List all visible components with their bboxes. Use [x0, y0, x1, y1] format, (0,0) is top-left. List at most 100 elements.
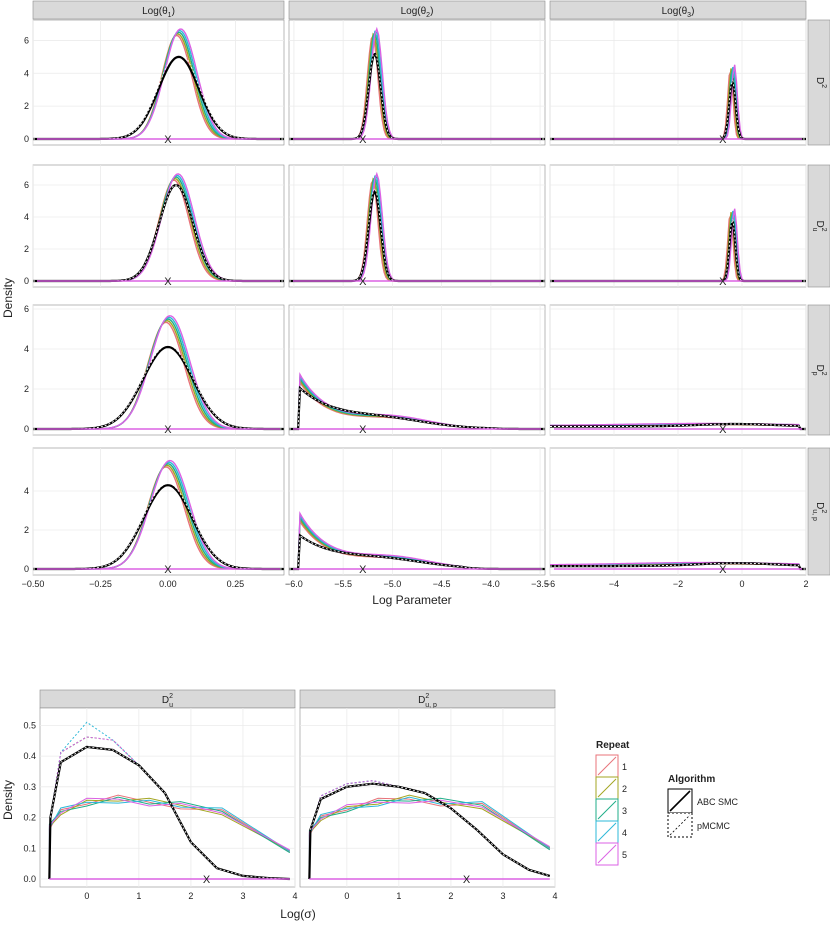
true-value-marker: X	[359, 134, 367, 146]
legend-algorithm-label: pMCMC	[697, 821, 730, 831]
true-value-marker: X	[203, 874, 211, 886]
panel-frame	[299, 707, 556, 888]
row-title-text: D2	[814, 77, 827, 88]
top-x-axis-label: Log Parameter	[372, 593, 451, 607]
row-title: D2p	[811, 364, 827, 375]
top-figure: Log(θ1) Log(θ2) Log(θ3) D2 D2u D2p D2u, p X 0 2 4 6…	[1, 0, 830, 607]
x-tick-label: −5.5	[334, 579, 352, 589]
y-tick-label: 0.1	[23, 843, 36, 853]
panel-frame	[288, 447, 546, 576]
repeat-line	[48, 797, 291, 864]
panel-frame	[288, 304, 546, 436]
true-value-marker: X	[719, 424, 727, 436]
bottom-x-axis-label: Log(σ)	[280, 907, 315, 921]
legend-repeat-swatch	[597, 778, 617, 798]
row-strip	[807, 304, 830, 436]
legend-repeat-swatch	[597, 822, 617, 842]
y-tick-label: 6	[24, 304, 29, 314]
panel: X	[549, 304, 807, 436]
panel: X	[299, 707, 556, 888]
column-strip	[549, 0, 807, 20]
y-tick-label: 4	[24, 344, 29, 354]
y-tick-label: 2	[24, 101, 29, 111]
true-value-marker: X	[719, 564, 727, 576]
column-title: Log(θ3)	[662, 6, 695, 19]
repeat-line	[48, 797, 291, 864]
row-strip	[807, 447, 830, 576]
panel: X	[39, 707, 296, 888]
y-tick-label: 4	[24, 486, 29, 496]
panel: X	[288, 304, 546, 436]
row-title: D2u	[811, 220, 827, 231]
x-tick-label: −0.50	[22, 579, 45, 589]
y-tick-label: 0.0	[23, 874, 36, 884]
y-tick-label: 2	[24, 525, 29, 535]
y-tick-label: 4	[24, 212, 29, 222]
row-strip	[807, 19, 830, 146]
x-tick-label: −5.0	[383, 579, 401, 589]
density-line	[289, 387, 545, 430]
x-tick-label: 0	[84, 891, 89, 901]
panel-frame	[288, 19, 546, 146]
x-tick-label: −3.5	[531, 579, 549, 589]
panel: X	[549, 447, 807, 576]
panel: X	[32, 164, 285, 288]
x-tick-label: 2	[188, 891, 193, 901]
true-value-marker: X	[164, 276, 172, 288]
true-value-marker: X	[164, 424, 172, 436]
panel: X	[549, 164, 807, 288]
y-tick-label: 0	[24, 134, 29, 144]
true-value-marker: X	[359, 564, 367, 576]
row-title: D2	[814, 77, 827, 88]
x-tick-label: 4	[292, 891, 297, 901]
true-value-marker: X	[719, 134, 727, 146]
panel: X	[288, 164, 546, 288]
column-title: Log(θ1)	[142, 6, 175, 19]
panel: X	[288, 19, 546, 146]
panel: X	[32, 447, 285, 576]
panel-title: D2 u, p	[418, 693, 437, 709]
x-tick-label: 0.00	[159, 579, 177, 589]
x-tick-label: 3	[240, 891, 245, 901]
y-tick-label: 0	[24, 424, 29, 434]
x-tick-label: 0	[344, 891, 349, 901]
y-tick-label: 6	[24, 180, 29, 190]
panel: X	[288, 447, 546, 576]
y-tick-label: 0.5	[23, 720, 36, 730]
legend-repeat-swatch	[597, 800, 617, 820]
column-title: Log(θ2)	[401, 6, 434, 19]
x-tick-label: −2	[673, 579, 683, 589]
repeat-line	[308, 799, 551, 864]
x-tick-label: 1	[396, 891, 401, 901]
bottom-figure: D2 u X 0.0 0.1 0.2 0.3 0.4 0.5 0 1 2 3 4 D2 u, p X 0 1 2 3 4 D…	[1, 689, 558, 921]
row-title-text: D2u	[811, 220, 827, 231]
bottom-y-axis-label: Density	[1, 780, 15, 820]
x-tick-label: 0.25	[227, 579, 245, 589]
x-tick-label: −6.0	[285, 579, 303, 589]
panel-frame	[32, 304, 285, 436]
legend-repeat-swatch	[597, 844, 617, 864]
legend-repeat-label: 4	[622, 828, 627, 838]
legend-algorithm-swatch	[669, 814, 691, 836]
y-tick-label: 4	[24, 68, 29, 78]
x-tick-label: −4.0	[482, 579, 500, 589]
panel-title: D2 u	[162, 693, 173, 709]
density-line	[550, 562, 806, 570]
panel: X	[32, 304, 285, 436]
legend-repeat-label: 2	[622, 784, 627, 794]
repeat-line	[308, 794, 551, 864]
panel: X	[549, 19, 807, 146]
true-value-marker: X	[164, 134, 172, 146]
row-title: D2u, p	[811, 502, 827, 521]
y-tick-label: 2	[24, 384, 29, 394]
panel-frame	[288, 164, 546, 288]
y-tick-label: 0.2	[23, 813, 36, 823]
density-line	[550, 423, 806, 430]
legend-repeat-swatch	[597, 756, 617, 776]
true-value-marker: X	[463, 874, 471, 886]
x-tick-label: 3	[500, 891, 505, 901]
legend-repeat-label: 1	[622, 762, 627, 772]
legend-algorithm-label: ABC SMC	[697, 797, 739, 807]
y-tick-label: 6	[24, 35, 29, 45]
